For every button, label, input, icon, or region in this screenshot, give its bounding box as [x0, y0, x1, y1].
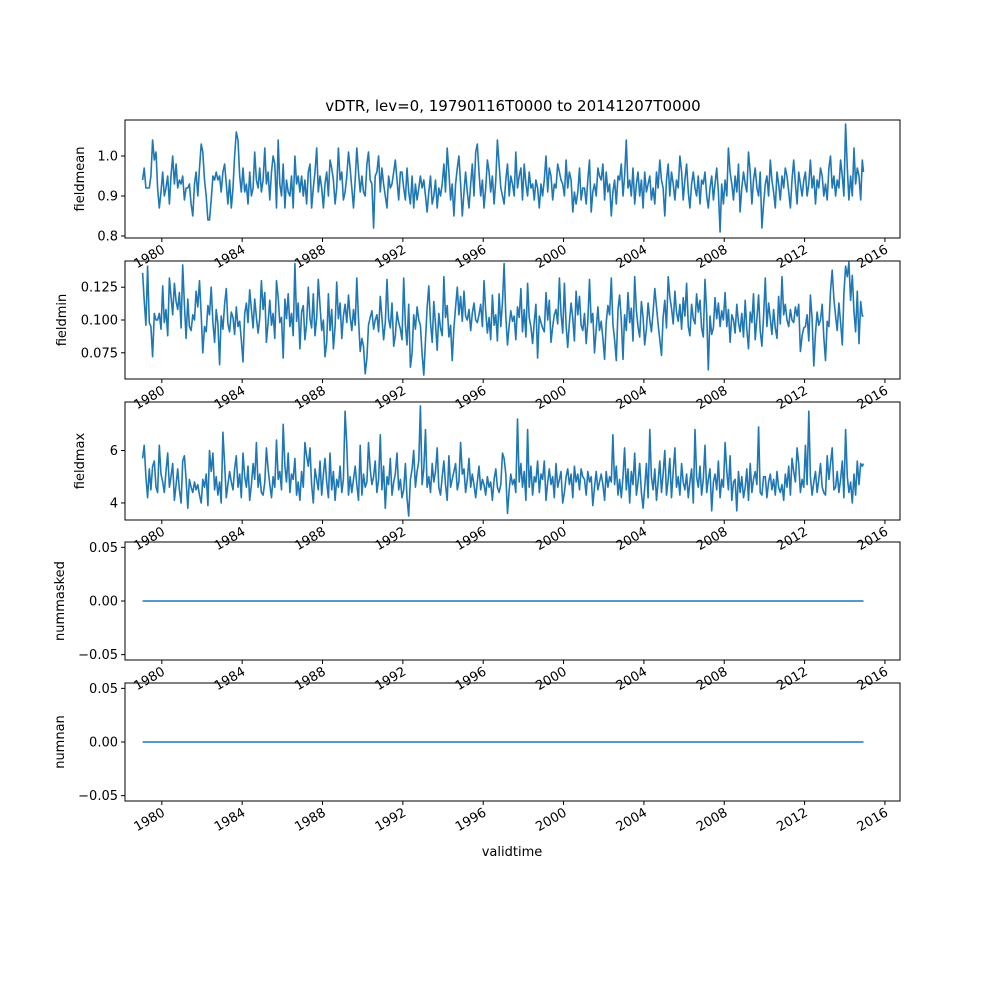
y-tick-label: 0.05: [89, 682, 118, 697]
series-line-fieldmax: [141, 405, 865, 517]
y-tick-label: 6: [110, 444, 118, 459]
y-axis-label: fieldmax: [73, 433, 88, 490]
y-tick-label: 0.075: [81, 346, 118, 361]
axes-frame: [124, 119, 901, 239]
series-line-fieldmin: [141, 261, 864, 376]
x-axis-label: validtime: [482, 845, 543, 860]
y-tick-label: 0.100: [81, 314, 118, 329]
y-tick-label: −0.05: [78, 648, 118, 663]
y-tick-label: 0.8: [97, 230, 118, 245]
y-tick-label: 0.00: [89, 736, 118, 751]
y-axis-label: fieldmean: [73, 147, 88, 212]
y-tick-label: 0.05: [89, 541, 118, 556]
y-tick-label: 0.00: [89, 595, 118, 610]
y-tick-label: 0.125: [81, 281, 118, 296]
y-axis-label: nummasked: [53, 561, 68, 641]
chart-title: vDTR, lev=0, 19790116T0000 to 20141207T0…: [325, 97, 700, 115]
series-line-fieldmean: [141, 123, 865, 233]
y-tick-label: 4: [110, 496, 118, 511]
y-axis-label: fieldmin: [55, 294, 70, 347]
y-tick-label: 1.0: [97, 150, 118, 165]
y-tick-label: −0.05: [78, 789, 118, 804]
axes-frame: [124, 401, 901, 521]
y-axis-label: numnan: [53, 715, 68, 769]
y-tick-label: 0.9: [97, 190, 118, 205]
